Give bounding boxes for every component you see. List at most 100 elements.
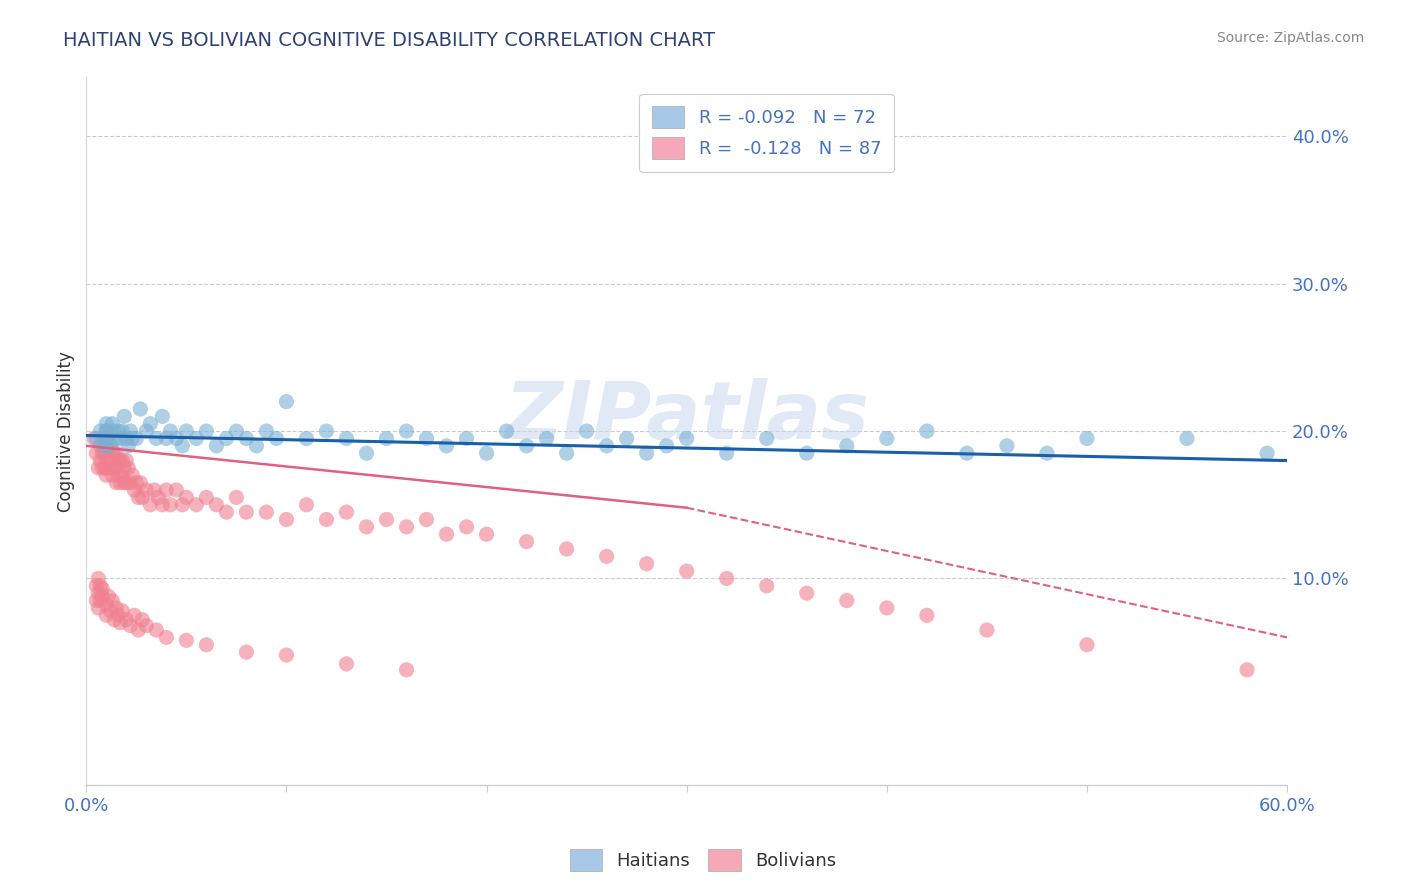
Point (150, 498, 173, 512)
Point (91, 589, 114, 603)
Point (96, 432, 118, 446)
Point (225, 491, 247, 505)
Point (335, 505, 357, 519)
Point (110, 475, 132, 490)
Point (98, 439, 121, 453)
Point (235, 645, 257, 659)
Point (115, 453, 138, 467)
Point (135, 618, 157, 632)
Point (335, 657, 357, 671)
Point (1036, 446, 1059, 460)
Point (120, 618, 142, 632)
Point (101, 417, 124, 431)
Point (91, 461, 114, 475)
Point (96, 468, 118, 483)
Point (225, 424, 247, 438)
Point (375, 432, 398, 446)
Point (536, 432, 558, 446)
Point (101, 593, 124, 607)
Point (96, 608, 118, 623)
Point (1256, 446, 1278, 460)
Point (96, 598, 118, 612)
Point (395, 424, 418, 438)
Point (876, 601, 898, 615)
Y-axis label: Cognitive Disability: Cognitive Disability (58, 351, 75, 511)
Point (145, 432, 167, 446)
Point (315, 512, 337, 526)
Point (186, 498, 208, 512)
Point (129, 475, 152, 490)
Point (155, 483, 177, 497)
Point (215, 505, 238, 519)
Point (103, 613, 125, 627)
Point (112, 475, 135, 490)
Point (395, 520, 418, 534)
Point (84, 432, 107, 446)
Point (96, 432, 118, 446)
Point (956, 446, 979, 460)
Point (120, 475, 142, 490)
Point (295, 498, 318, 512)
Point (616, 432, 638, 446)
Point (125, 475, 148, 490)
Point (87, 461, 110, 475)
Point (215, 432, 238, 446)
Point (110, 615, 132, 630)
Point (96, 453, 118, 467)
Point (356, 446, 378, 460)
Legend: R = -0.092   N = 72, R =  -0.128   N = 87: R = -0.092 N = 72, R = -0.128 N = 87 (638, 94, 894, 172)
Point (636, 557, 658, 571)
Point (101, 468, 124, 483)
Point (315, 424, 337, 438)
Text: Source: ZipAtlas.com: Source: ZipAtlas.com (1216, 31, 1364, 45)
Point (127, 623, 149, 637)
Point (456, 432, 478, 446)
Point (110, 432, 132, 446)
Point (176, 491, 198, 505)
Point (96, 424, 118, 438)
Point (105, 601, 128, 615)
Point (195, 491, 218, 505)
Point (84, 593, 107, 607)
Point (143, 483, 166, 497)
Point (89, 453, 111, 467)
Legend: Haitians, Bolivians: Haitians, Bolivians (562, 842, 844, 879)
Point (93, 446, 115, 460)
Point (115, 432, 138, 446)
Point (124, 608, 146, 623)
Point (436, 527, 458, 541)
Point (295, 432, 318, 446)
Point (235, 432, 257, 446)
Point (555, 541, 578, 556)
Point (145, 623, 167, 637)
Point (131, 613, 153, 627)
Point (195, 424, 218, 438)
Point (139, 498, 162, 512)
Point (89, 439, 111, 453)
Point (96, 461, 118, 475)
Point (103, 424, 125, 438)
Point (87, 601, 110, 615)
Point (395, 663, 418, 677)
Point (636, 446, 658, 460)
Point (1076, 432, 1098, 446)
Point (172, 498, 194, 512)
Point (995, 439, 1018, 453)
Point (415, 512, 437, 526)
Point (98, 604, 121, 618)
Point (796, 446, 818, 460)
Point (89, 579, 111, 593)
Point (755, 579, 778, 593)
Point (796, 586, 818, 600)
Point (915, 424, 938, 438)
Point (105, 475, 128, 490)
Point (976, 623, 998, 637)
Point (103, 461, 125, 475)
Point (96, 417, 118, 431)
Point (266, 432, 288, 446)
Text: HAITIAN VS BOLIVIAN COGNITIVE DISABILITY CORRELATION CHART: HAITIAN VS BOLIVIAN COGNITIVE DISABILITY… (63, 31, 716, 50)
Point (110, 453, 132, 467)
Point (276, 512, 298, 526)
Point (121, 468, 143, 483)
Point (254, 505, 277, 519)
